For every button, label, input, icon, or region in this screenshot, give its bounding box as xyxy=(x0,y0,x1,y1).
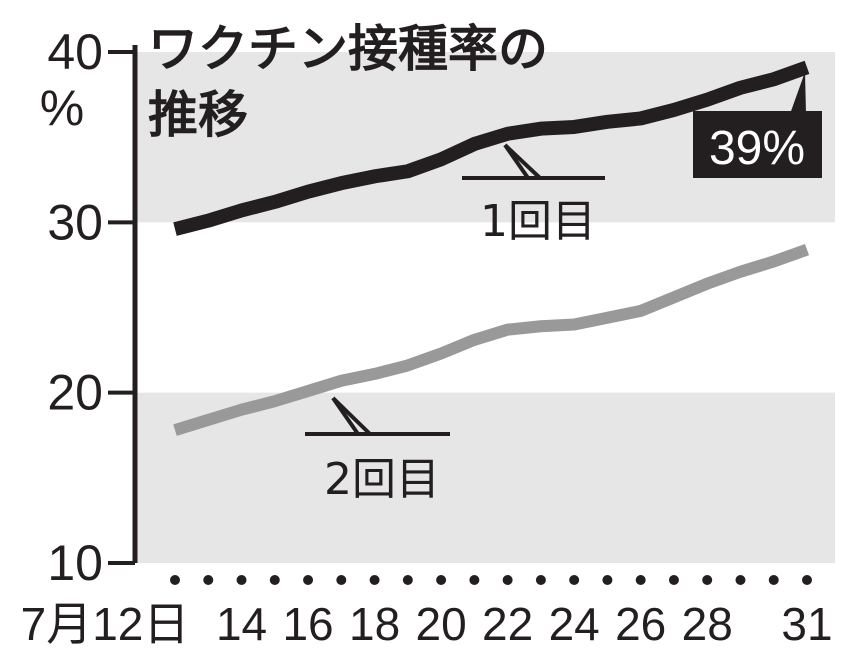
x-day-dot xyxy=(269,575,280,585)
x-day-dot xyxy=(436,575,447,585)
x-day-dot xyxy=(768,575,779,585)
series-line-1 xyxy=(173,60,810,236)
end-value-callout: 39% xyxy=(693,72,822,178)
x-day-dot xyxy=(203,575,214,585)
x-tick-label: 18 xyxy=(349,598,400,650)
y-tick-label: 30 xyxy=(47,194,103,250)
chart-title-line-2: 推移 xyxy=(148,86,248,144)
series-1-label: 1回目 xyxy=(480,196,596,247)
x-day-dot xyxy=(469,575,480,585)
x-day-dot xyxy=(336,575,347,585)
x-tick-label: 26 xyxy=(615,598,666,650)
series-line-2 xyxy=(173,243,810,436)
y-tick-label: 10 xyxy=(47,535,103,591)
y-axis-unit: % xyxy=(40,80,84,136)
x-day-dot xyxy=(402,575,413,585)
x-day-dot xyxy=(635,575,646,585)
x-tick-label: 20 xyxy=(416,598,467,650)
x-day-dot xyxy=(502,575,513,585)
x-tick-label: 31 xyxy=(781,598,832,650)
x-day-dot xyxy=(303,575,314,585)
x-day-dot xyxy=(702,575,713,585)
x-tick-label: 7月12日 xyxy=(21,598,190,650)
x-day-dot xyxy=(569,575,580,585)
x-day-dot xyxy=(535,575,546,585)
x-tick-label: 22 xyxy=(482,598,533,650)
x-day-dot xyxy=(802,575,812,585)
series-2-callout: 2回目 xyxy=(305,396,450,505)
x-tick-label: 14 xyxy=(216,598,267,650)
x-tick-label: 24 xyxy=(549,598,600,650)
x-day-dot xyxy=(170,575,180,585)
x-day-dot xyxy=(668,575,679,585)
chart-title-line-1: ワクチン接種率の xyxy=(148,20,548,78)
x-day-dot xyxy=(236,575,247,585)
x-day-dot xyxy=(369,575,380,585)
band-1 xyxy=(135,392,835,563)
x-tick-label: 16 xyxy=(282,598,333,650)
x-tick-label: 28 xyxy=(682,598,733,650)
x-day-dot xyxy=(602,575,613,585)
end-value-label: 39% xyxy=(709,122,805,175)
y-tick-label: 40 xyxy=(47,24,103,80)
x-day-dot xyxy=(735,575,746,585)
series-2-label: 2回目 xyxy=(324,454,440,505)
series-1-callout: 1回目 xyxy=(462,143,605,247)
y-tick-label: 20 xyxy=(47,365,103,421)
